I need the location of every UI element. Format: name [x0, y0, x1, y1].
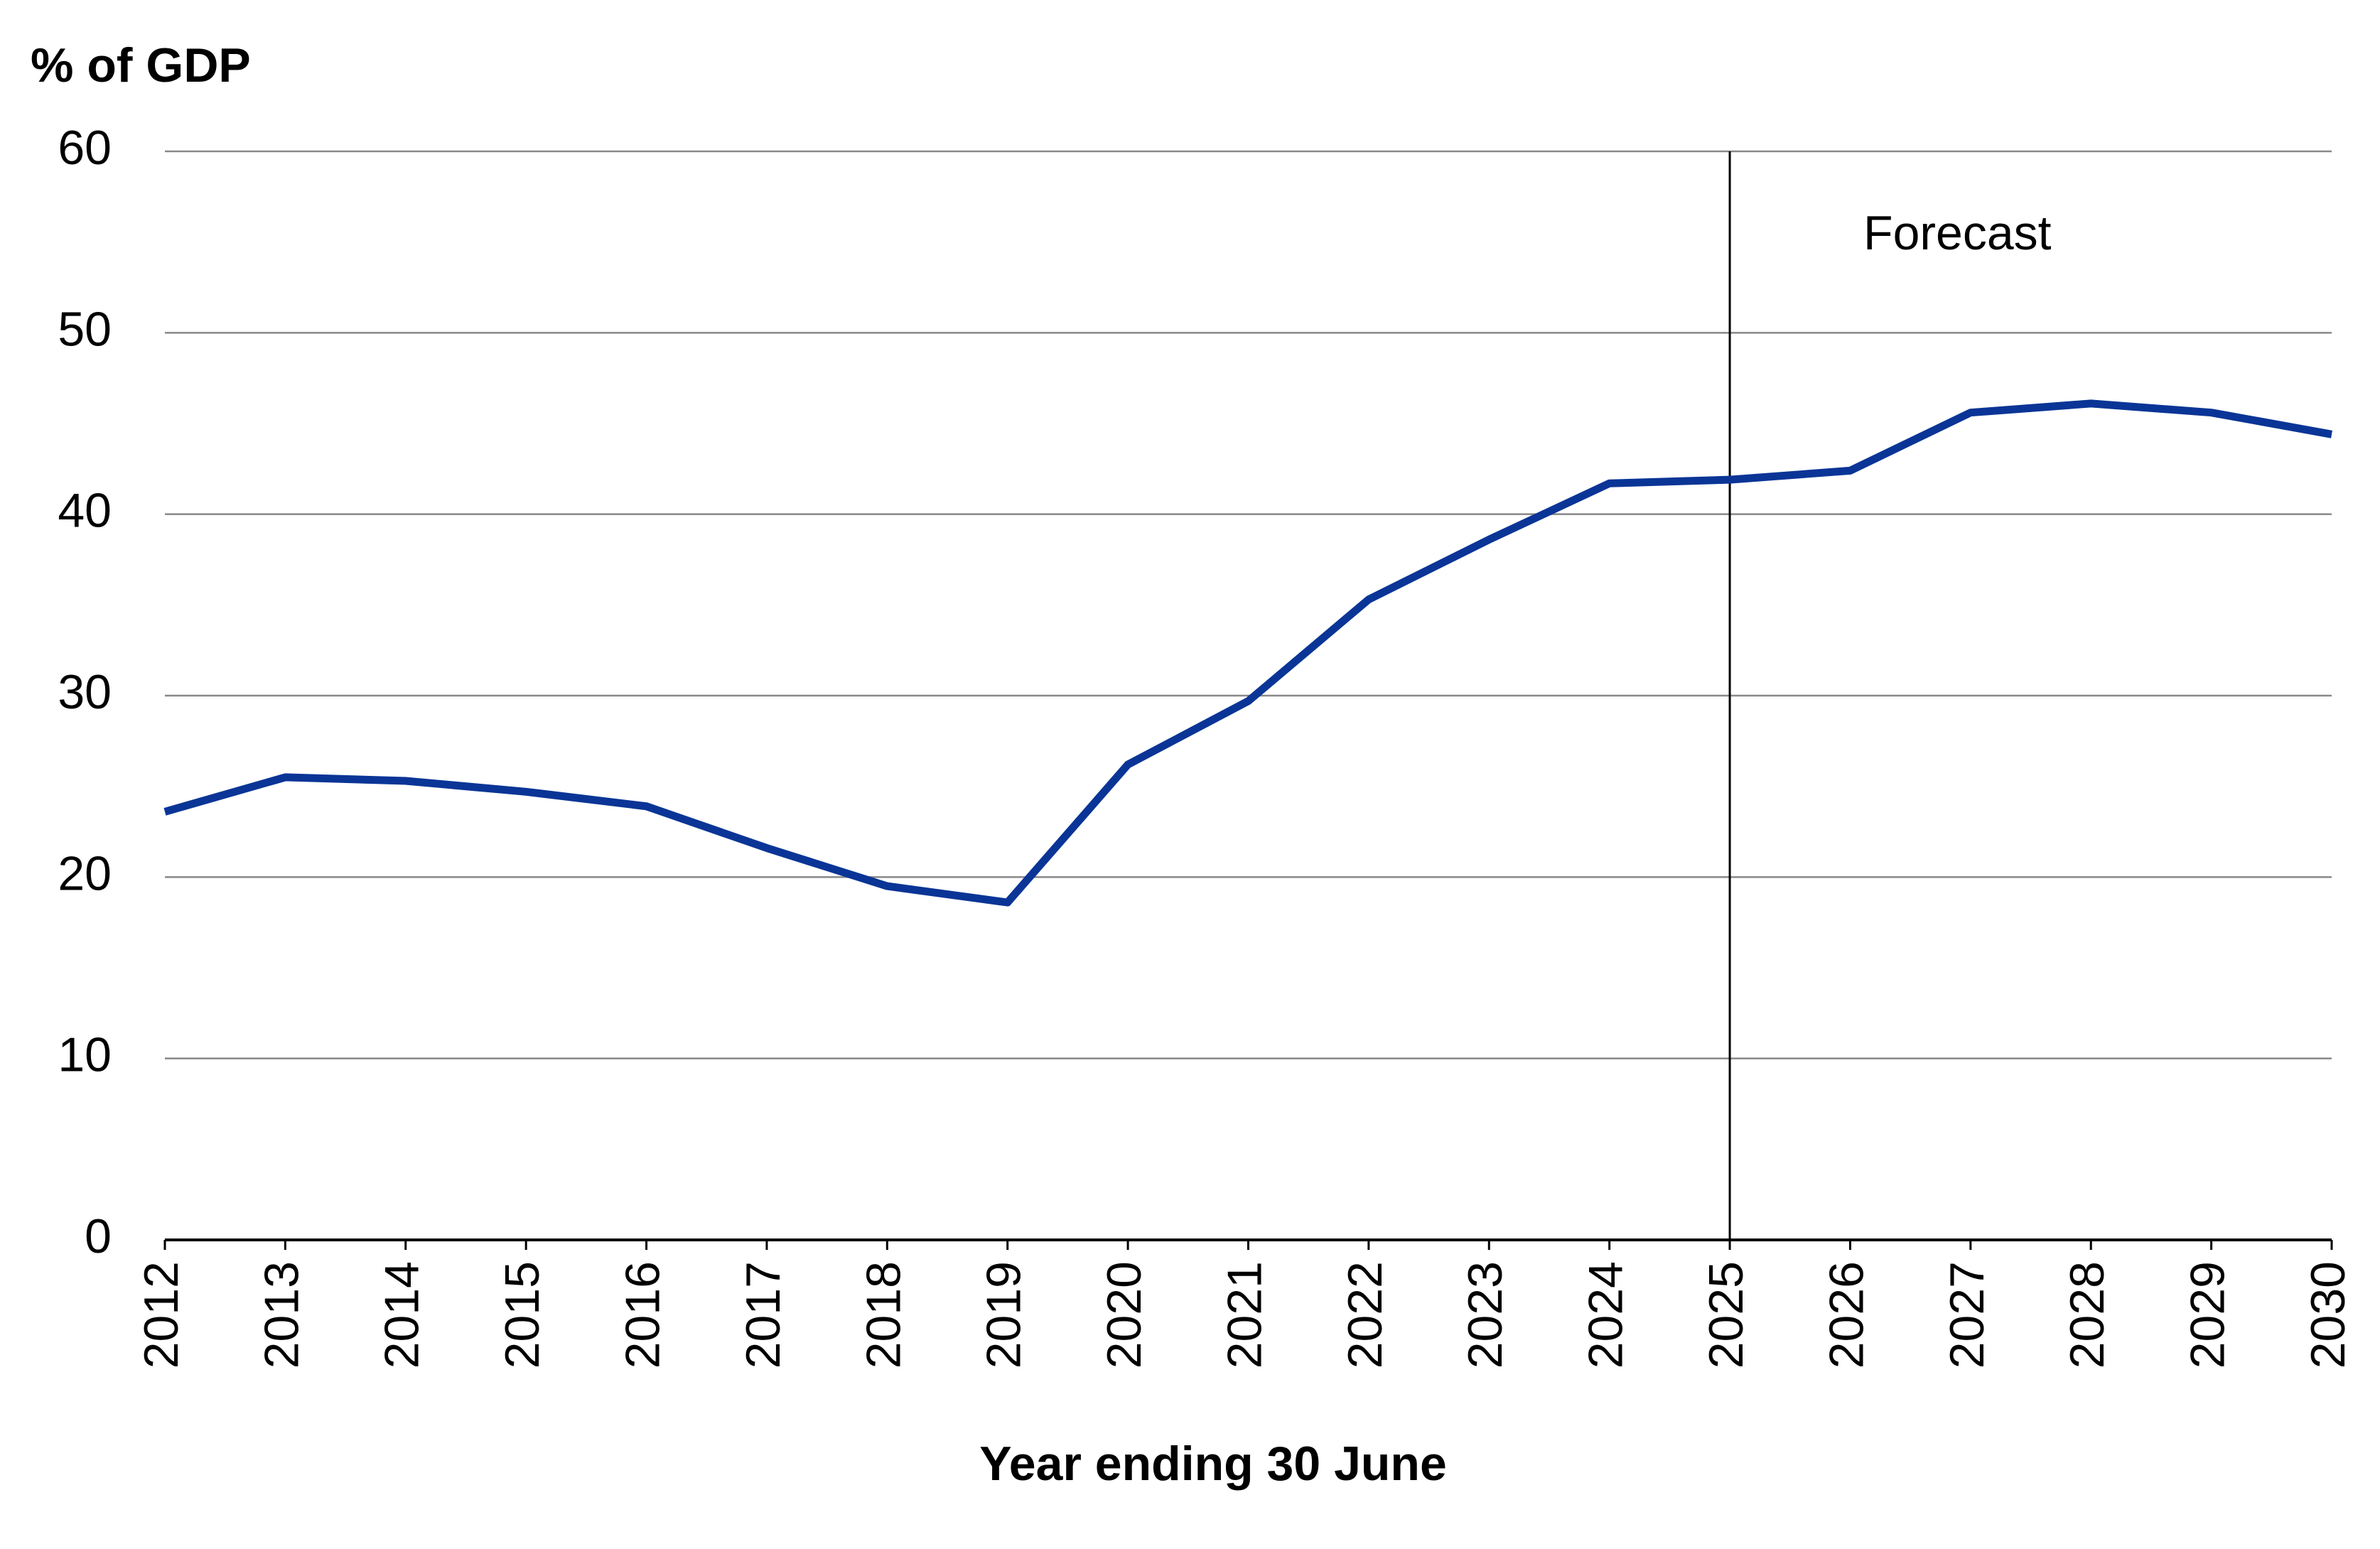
x-tick-label: 2028: [2060, 1261, 2114, 1369]
x-tick-label: 2021: [1217, 1261, 1271, 1369]
data-line: [163, 399, 2332, 907]
x-tick-label: 2023: [1458, 1261, 1512, 1369]
x-tick-label: 2013: [254, 1261, 308, 1369]
y-tick-label: 50: [58, 302, 112, 356]
x-tick-label: 2026: [1819, 1261, 1873, 1369]
x-tick-label: 2017: [736, 1261, 790, 1369]
y-tick-label: 30: [58, 665, 112, 719]
x-tick-label: 2012: [134, 1261, 188, 1369]
x-tick-label: 2027: [1940, 1261, 1994, 1369]
x-tick-label: 2030: [2301, 1261, 2355, 1369]
x-tick-label: 2022: [1338, 1261, 1392, 1369]
x-tick-label: 2015: [495, 1261, 549, 1369]
annotation: Forecast: [1863, 206, 2052, 260]
x-tick-label: 2029: [2181, 1261, 2235, 1369]
chart-title: % of GDP: [31, 38, 251, 92]
x-tick-label: 2019: [977, 1261, 1031, 1369]
y-tick-label: 40: [58, 484, 112, 538]
y-tick-label: 60: [58, 121, 112, 175]
x-tick-label: 2024: [1579, 1261, 1633, 1369]
x-tick-label: 2020: [1097, 1261, 1151, 1369]
x-axis-title: Year ending 30 June: [979, 1437, 1447, 1491]
x-tick-label: 2025: [1699, 1261, 1753, 1369]
x-tick-label: 2014: [375, 1261, 429, 1369]
y-tick-label: 10: [58, 1028, 112, 1082]
x-tick-label: 2018: [856, 1261, 910, 1369]
y-tick-label: 20: [58, 846, 112, 900]
x-tick-label: 2016: [616, 1261, 670, 1369]
y-tick-label: 0: [85, 1209, 112, 1263]
